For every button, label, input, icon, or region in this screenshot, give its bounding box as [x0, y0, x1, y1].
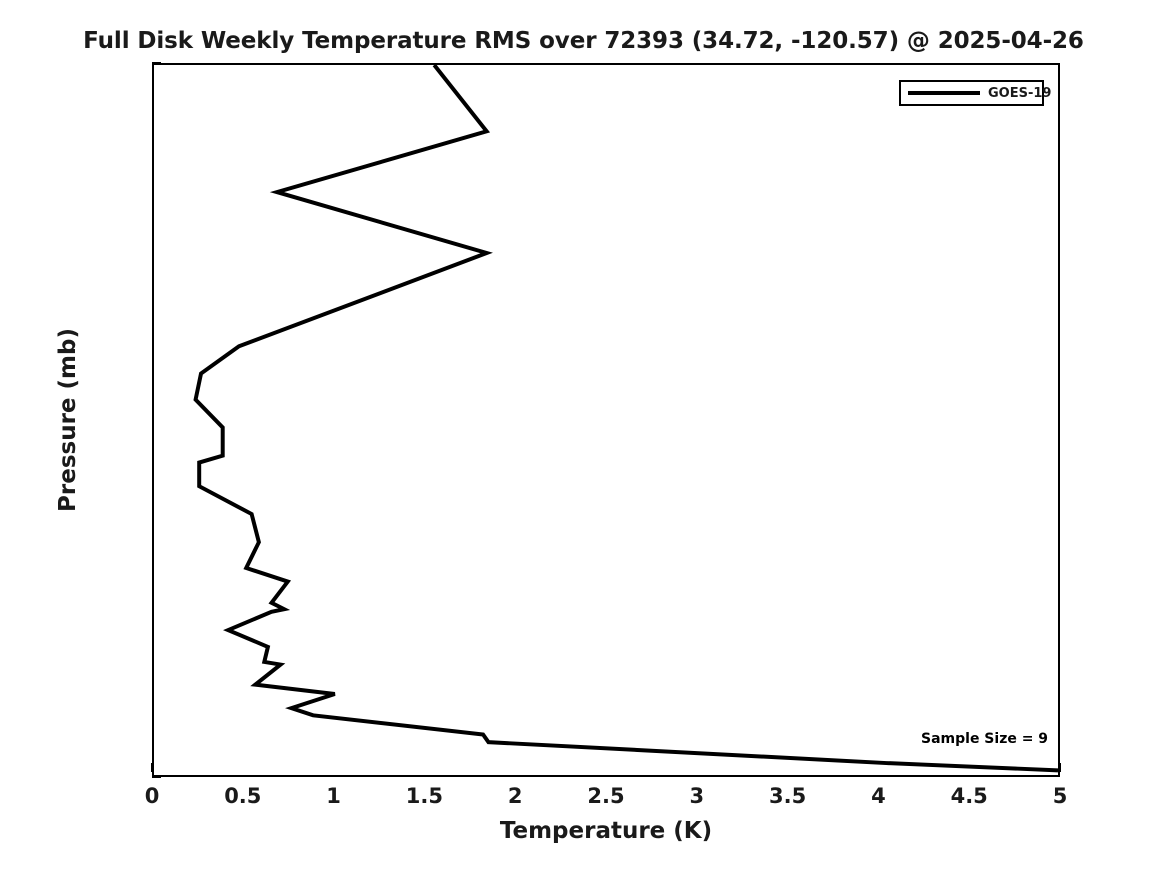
sample-size-annotation: Sample Size = 9	[921, 731, 1049, 747]
x-tick-label: 5	[1052, 784, 1068, 808]
legend-line-swatch	[908, 91, 980, 95]
chart-legend[interactable]: GOES-19	[899, 80, 1051, 106]
x-tick-label: 2.5	[587, 784, 625, 808]
x-tick-label: 1.5	[405, 784, 443, 808]
x-tick-label: 2	[507, 784, 523, 808]
legend-label-goes-19: GOES-19	[988, 85, 1052, 101]
x-tick-label: 0.5	[224, 784, 262, 808]
chart-title: Full Disk Weekly Temperature RMS over 72…	[83, 28, 1084, 54]
data-series-line	[193, 65, 1058, 773]
data-series-canvas	[193, 65, 1058, 773]
y-axis-label: Pressure (mb)	[55, 328, 81, 512]
x-axis-label: Temperature (K)	[499, 818, 713, 844]
x-tick-label: 3.5	[768, 784, 807, 808]
plot-area	[152, 63, 1060, 777]
x-tick-label: 3	[689, 784, 705, 808]
x-tick-label: 0	[144, 784, 160, 808]
x-tick-label: 4.5	[950, 784, 988, 808]
y-tick-mark	[152, 776, 161, 778]
x-tick-label: 4	[871, 784, 886, 808]
x-tick-mark	[1059, 763, 1061, 772]
x-tick-label: 1	[326, 784, 341, 808]
